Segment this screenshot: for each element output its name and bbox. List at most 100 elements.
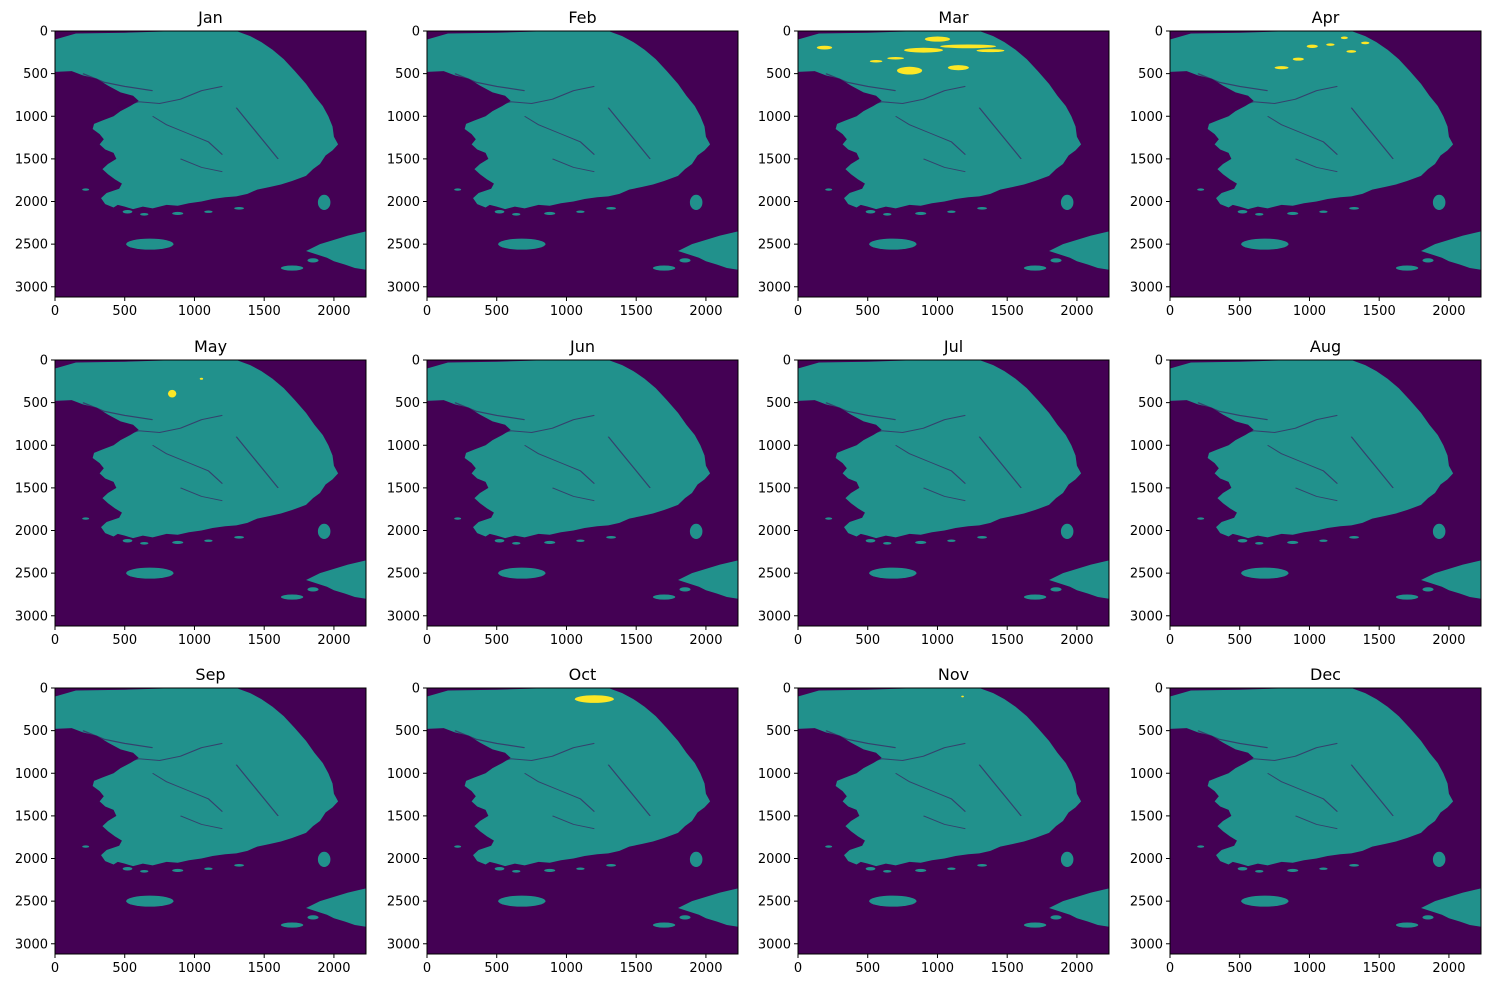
panel-sep: Sep 0 500 1000 1500 2000 0 500 1000 1500 2000 2500 3…	[15, 665, 367, 976]
y-tick-label: 500	[395, 724, 420, 739]
axes-frame	[1169, 687, 1482, 955]
x-tick-label: 2000	[1432, 633, 1465, 648]
x-tick-label: 500	[112, 961, 137, 976]
panel-jun: Jun 0 500 1000 1500 2000 0 500 1000 1500 2000 2500 3…	[387, 337, 739, 648]
x-tick-label: 1500	[991, 961, 1024, 976]
axes-frame	[1169, 359, 1482, 627]
raster-image	[427, 688, 738, 954]
y-tick-label: 0	[783, 25, 791, 40]
x-tick-label: 0	[794, 304, 802, 319]
y-tick-label: 3000	[1130, 937, 1163, 952]
highlight-patch	[1361, 41, 1370, 45]
x-tick-label: 1000	[178, 961, 211, 976]
x-tick-label: 2000	[1432, 961, 1465, 976]
x-tick-label: 0	[51, 304, 59, 319]
y-tick-label: 500	[766, 724, 791, 739]
x-tick-label: 500	[1227, 961, 1252, 976]
panel-grid: Jan 0 500 1000 1500 2000 0 500 1000 1500 2000 2500 3…	[15, 8, 1482, 976]
y-tick-label: 1000	[15, 110, 48, 125]
y-tick-label: 2500	[758, 895, 791, 910]
y-tick-label: 500	[766, 67, 791, 82]
axes-frame	[1169, 30, 1482, 298]
y-tick-label: 500	[23, 724, 48, 739]
y-tick-label: 0	[40, 682, 48, 697]
panel-title: May	[194, 337, 227, 356]
highlight-patch	[976, 49, 1005, 53]
x-tick-label: 1000	[550, 961, 583, 976]
raster-image	[427, 31, 738, 297]
y-tick-label: 0	[1155, 682, 1163, 697]
axes-frame	[426, 359, 739, 627]
y-tick-label: 1500	[15, 152, 48, 167]
raster-image	[55, 688, 366, 954]
x-tick-label: 1500	[991, 633, 1024, 648]
y-tick-label: 1500	[1130, 809, 1163, 824]
x-tick-label: 0	[794, 633, 802, 648]
panel-dec: Dec 0 500 1000 1500 2000 0 500 1000 1500 2000 2500 3…	[1130, 665, 1482, 976]
x-tick-label: 500	[855, 304, 880, 319]
x-tick-label: 2000	[317, 633, 350, 648]
y-tick-label: 0	[412, 354, 420, 369]
axes-frame	[54, 30, 367, 298]
y-tick-label: 2500	[758, 567, 791, 582]
axes-frame	[797, 30, 1110, 298]
y-tick-label: 0	[40, 354, 48, 369]
y-tick-label: 500	[23, 67, 48, 82]
x-tick-label: 1000	[1293, 304, 1326, 319]
panel-title: Aug	[1310, 337, 1341, 356]
y-tick-label: 2500	[758, 238, 791, 253]
x-tick-label: 0	[423, 961, 431, 976]
highlight-patch	[816, 45, 833, 50]
raster-image	[1170, 360, 1481, 626]
y-tick-label: 2000	[1130, 852, 1163, 867]
y-tick-label: 500	[23, 396, 48, 411]
highlight-patch	[1274, 66, 1289, 70]
highlight-patch	[1326, 43, 1335, 46]
highlight-patch	[1346, 50, 1357, 53]
x-tick-label: 1500	[248, 961, 281, 976]
y-tick-label: 2500	[387, 238, 420, 253]
y-tick-label: 500	[1138, 724, 1163, 739]
x-tick-label: 1000	[550, 304, 583, 319]
x-tick-label: 1500	[248, 304, 281, 319]
panel-jan: Jan 0 500 1000 1500 2000 0 500 1000 1500 2000 2500 3…	[15, 8, 367, 319]
y-tick-label: 1500	[758, 481, 791, 496]
y-tick-label: 1000	[1130, 767, 1163, 782]
x-tick-label: 500	[484, 961, 509, 976]
highlight-patch	[167, 389, 177, 398]
x-tick-label: 2000	[689, 961, 722, 976]
x-tick-label: 1000	[921, 961, 954, 976]
x-tick-label: 1500	[620, 633, 653, 648]
raster-image	[798, 31, 1109, 297]
x-tick-label: 2000	[1060, 961, 1093, 976]
raster-image	[1170, 31, 1481, 297]
x-tick-label: 500	[1227, 304, 1252, 319]
x-tick-label: 1500	[620, 304, 653, 319]
x-tick-label: 1500	[1363, 304, 1396, 319]
y-tick-label: 1000	[387, 439, 420, 454]
x-tick-label: 1000	[550, 633, 583, 648]
raster-image	[55, 360, 366, 626]
y-tick-label: 1000	[387, 767, 420, 782]
axes-frame	[797, 687, 1110, 955]
highlight-patch	[947, 65, 969, 71]
y-tick-label: 3000	[387, 609, 420, 624]
y-tick-label: 500	[395, 396, 420, 411]
panel-title: Jul	[943, 337, 963, 356]
y-tick-label: 1500	[387, 809, 420, 824]
axes-frame	[54, 687, 367, 955]
y-tick-label: 500	[1138, 396, 1163, 411]
y-tick-label: 2000	[387, 524, 420, 539]
highlight-patch	[903, 47, 944, 53]
panel-title: Feb	[568, 8, 596, 27]
y-tick-label: 1500	[1130, 481, 1163, 496]
panel-nov: Nov 0 500 1000 1500 2000 0 500 1000 1500 2000 2500 3…	[758, 665, 1110, 976]
axes-frame	[426, 687, 739, 955]
y-tick-label: 3000	[15, 280, 48, 295]
x-tick-label: 2000	[317, 304, 350, 319]
y-tick-label: 0	[412, 25, 420, 40]
x-tick-label: 1500	[248, 633, 281, 648]
panel-mar: Mar 0 500 1000 1500 2000 0 500 1000 1500 2000 2500 3…	[758, 8, 1110, 319]
y-tick-label: 2500	[387, 567, 420, 582]
